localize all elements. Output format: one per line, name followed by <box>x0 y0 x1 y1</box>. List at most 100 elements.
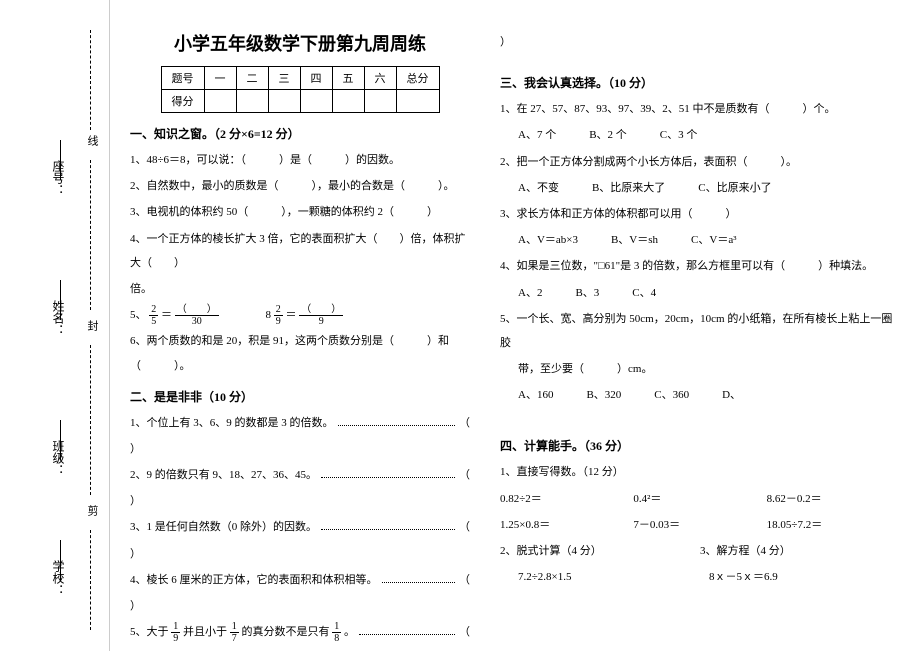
dotted-seg-4 <box>90 530 91 630</box>
q2-3-close: ） <box>130 542 470 566</box>
q3-1: 1、在 27、57、87、93、97、39、2、51 中不是质数有（ ）个。 <box>500 97 900 121</box>
r2a: 1.25×0.8＝ <box>500 513 633 537</box>
section2-title: 二、是是非非（10 分） <box>130 388 470 405</box>
q3-2: 2、把一个正方体分割成两个小长方体后，表面积（ ）。 <box>500 150 900 174</box>
q1-5-mid: 8 <box>222 309 272 321</box>
label-class: 班级： <box>50 440 67 476</box>
right-column: ） 三、我会认真选择。（10 分） 1、在 27、57、87、93、97、39、… <box>500 30 900 591</box>
dots <box>321 522 455 530</box>
q2-4-text: 4、棱长 6 厘米的正方体，它的表面积和体积相等。 <box>130 568 378 592</box>
calc-row2: 1.25×0.8＝ 7－0.03＝ 18.05÷7.2＝ <box>500 513 900 537</box>
underline-seat <box>60 140 61 180</box>
q2-5: 5、大于 19 并且小于 17 的真分数不是只有 18 。 （ <box>130 620 470 644</box>
calc-row1: 0.82÷2＝ 0.4²＝ 8.62－0.2＝ <box>500 487 900 511</box>
q2-3-text: 3、1 是任何自然数（0 除外）的因数。 <box>130 515 317 539</box>
score-table: 题号 一 二 三 四 五 六 总分 得分 <box>161 66 440 113</box>
th-2: 二 <box>236 67 268 90</box>
e2: 8ｘ－5ｘ＝6.9 <box>709 565 900 589</box>
th-total: 总分 <box>396 67 439 90</box>
q2-5-text: 5、大于 19 并且小于 17 的真分数不是只有 18 。 <box>130 620 355 644</box>
frac-1a: 25 <box>149 304 158 327</box>
page-title: 小学五年级数学下册第九周周练 <box>130 30 470 56</box>
table-row: 得分 <box>161 90 439 113</box>
paren-open: （ <box>459 463 470 487</box>
paren-open: （ <box>459 620 470 644</box>
dots <box>382 575 456 583</box>
frac-2b: （ ）9 <box>299 304 343 327</box>
q3-3: 3、求长方体和正方体的体积都可以用（ ） <box>500 202 900 226</box>
dotted-text-seal: 封 <box>84 320 100 334</box>
dots <box>321 470 455 478</box>
q4-sub1: 1、直接写得数。（12 分） <box>500 460 900 484</box>
th-5: 五 <box>332 67 364 90</box>
dotted-seg-2 <box>90 160 91 310</box>
left-column: 小学五年级数学下册第九周周练 题号 一 二 三 四 五 六 总分 得分 一、知识… <box>130 30 470 646</box>
q1-5: 5、 25 ＝ （ ）30 8 29 ＝ （ ）9 <box>130 303 470 327</box>
q3-2a: A、不变 B、比原来大了 C、比原来小了 <box>500 176 900 200</box>
q3-4: 4、如果是三位数，"□61"是 3 的倍数，那么方框里可以有（ ）种填法。 <box>500 254 900 278</box>
frac-3: 19 <box>171 621 180 644</box>
sub2: 2、脱式计算（4 分） <box>500 539 700 563</box>
table-row: 题号 一 二 三 四 五 六 总分 <box>161 67 439 90</box>
calc-sub23: 2、脱式计算（4 分） 3、解方程（4 分） <box>500 539 900 563</box>
r1b: 0.4²＝ <box>633 487 766 511</box>
calc-expr: 7.2÷2.8×1.5 8ｘ－5ｘ＝6.9 <box>500 565 900 589</box>
r2c: 18.05÷7.2＝ <box>767 513 900 537</box>
q2-4: 4、棱长 6 厘米的正方体，它的表面积和体积相等。 （ <box>130 568 470 592</box>
q2-5-close: ） <box>500 30 900 54</box>
frac-4: 17 <box>230 621 239 644</box>
q1-1: 1、48÷6＝8，可以说：（ ）是（ ）的因数。 <box>130 148 470 172</box>
q2-2-text: 2、9 的倍数只有 9、18、27、36、45。 <box>130 463 317 487</box>
q3-5: 5、一个长、宽、高分别为 50cm，20cm，10cm 的小纸箱，在所有棱长上粘… <box>500 307 900 355</box>
r1c: 8.62－0.2＝ <box>767 487 900 511</box>
q2-1: 1、个位上有 3、6、9 的数都是 3 的倍数。 （ <box>130 411 470 435</box>
q1-2: 2、自然数中，最小的质数是（ ），最小的合数是（ ）。 <box>130 174 470 198</box>
dots <box>338 418 456 426</box>
label-seat: 座号： <box>50 160 67 196</box>
q1-4b: 倍。 <box>130 277 470 301</box>
dots <box>359 627 455 635</box>
e1: 7.2÷2.8×1.5 <box>518 565 709 589</box>
dotted-seg-3 <box>90 345 91 495</box>
section1-title: 一、知识之窗。（2 分×6=12 分） <box>130 125 470 142</box>
q2-2-close: ） <box>130 489 470 513</box>
th-1: 一 <box>204 67 236 90</box>
paren-open: （ <box>459 568 470 592</box>
q1-5-prefix: 5、 <box>130 309 147 321</box>
q1-6: 6、两个质数的和是 20，积是 91，这两个质数分别是（ ）和（ ）。 <box>130 329 470 377</box>
q3-5b: 带，至少要（ ）cm。 <box>500 357 900 381</box>
underline-school <box>60 540 61 580</box>
underline-name <box>60 280 61 320</box>
sub3: 3、解方程（4 分） <box>700 539 900 563</box>
q2-4-close: ） <box>130 594 470 618</box>
r2b: 7－0.03＝ <box>633 513 766 537</box>
r1a: 0.82÷2＝ <box>500 487 633 511</box>
q3-5a: A、160 B、320 C、360 D、 <box>500 383 900 407</box>
label-school: 学校： <box>50 560 67 596</box>
q3-1a: A、7 个 B、2 个 C、3 个 <box>500 123 900 147</box>
frac-2a: 29 <box>274 304 283 327</box>
q3-3a: A、V＝ab×3 B、V＝sh C、V＝a³ <box>500 228 900 252</box>
frac-1b: （ ）30 <box>175 304 219 327</box>
q1-4: 4、一个正方体的棱长扩大 3 倍，它的表面积扩大（ ）倍，体积扩大（ ） <box>130 227 470 275</box>
q2-1-close: ） <box>130 437 470 461</box>
section3-title: 三、我会认真选择。（10 分） <box>500 74 900 91</box>
frac-5: 18 <box>332 621 341 644</box>
dotted-text-line: 线 <box>84 135 100 149</box>
q1-3: 3、电视机的体积约 50（ ），一颗糖的体积约 2（ ） <box>130 200 470 224</box>
q2-2: 2、9 的倍数只有 9、18、27、36、45。 （ <box>130 463 470 487</box>
th-4: 四 <box>300 67 332 90</box>
th-3: 三 <box>268 67 300 90</box>
q2-3: 3、1 是任何自然数（0 除外）的因数。 （ <box>130 515 470 539</box>
paren-open: （ <box>459 515 470 539</box>
section4-title: 四、计算能手。（36 分） <box>500 437 900 454</box>
th-6: 六 <box>364 67 396 90</box>
dotted-seg-1 <box>90 30 91 130</box>
underline-class <box>60 420 61 460</box>
dotted-text-cut: 剪 <box>84 505 100 519</box>
label-name: 姓名： <box>50 300 67 336</box>
th-num: 题号 <box>161 67 204 90</box>
q3-4a: A、2 B、3 C、4 <box>500 281 900 305</box>
q2-1-text: 1、个位上有 3、6、9 的数都是 3 的倍数。 <box>130 411 334 435</box>
binding-strip: 学校： 班级： 姓名： 座号： 线 封 剪 <box>0 0 110 651</box>
